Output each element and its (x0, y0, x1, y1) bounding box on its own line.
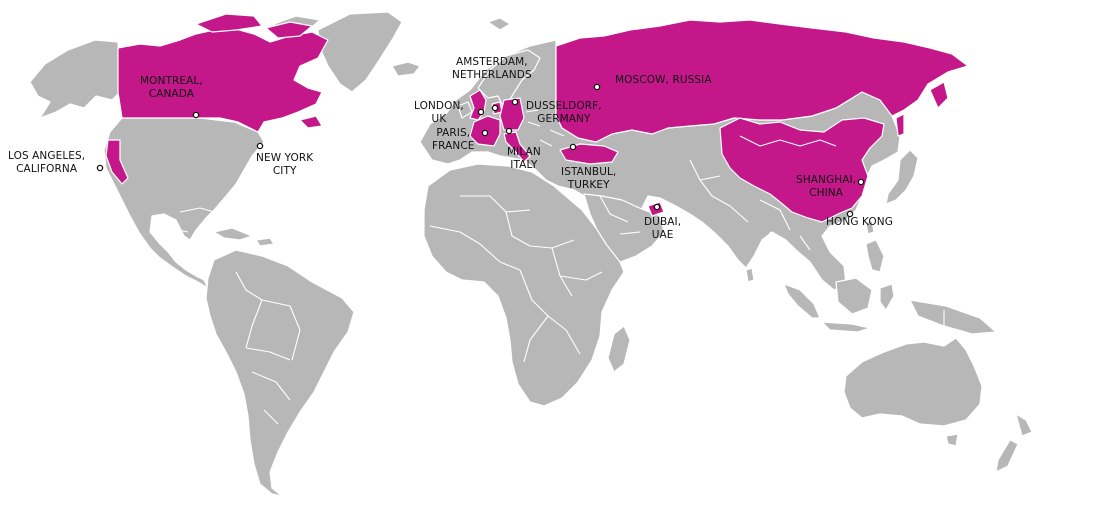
label-line: CITY (272, 165, 297, 177)
label-hong-kong: HONG KONG (826, 216, 893, 229)
marker-amsterdam (491, 104, 499, 112)
region-china (719, 117, 885, 223)
marker-dubai (653, 203, 661, 211)
marker-moscow (593, 83, 601, 91)
marker-montreal (192, 111, 200, 119)
label-line: DUSSELDORF, (526, 100, 602, 112)
label-line: FRANCE (432, 140, 475, 152)
land-new-guinea (909, 299, 997, 335)
region-italy (503, 131, 531, 163)
label-istanbul: ISTANBUL, TURKEY (561, 166, 616, 192)
label-montreal: MONTREAL, CANADA (140, 75, 203, 101)
marker-istanbul (569, 143, 577, 151)
label-paris: PARIS, FRANCE (432, 127, 475, 153)
land-iceland (391, 61, 421, 77)
land-africa (423, 163, 625, 407)
marker-los-angeles (96, 164, 104, 172)
marker-milan (505, 127, 513, 135)
label-line: HONG KONG (826, 216, 893, 228)
land-taiwan (865, 219, 875, 235)
label-new-york: NEW YORK CITY (256, 152, 313, 178)
marker-paris (481, 129, 489, 137)
land-new-zealand-north (1015, 413, 1033, 437)
label-line: CALIFORNA (16, 163, 78, 175)
border-layer (169, 109, 945, 425)
label-line: DUBAI, (644, 216, 682, 228)
land-hispaniola (255, 237, 275, 247)
label-london: LONDON, UK (414, 100, 464, 126)
label-line: ITALY (510, 159, 538, 171)
land-australia (843, 337, 983, 427)
land-cuba (213, 227, 253, 241)
highlight-layer (105, 13, 969, 223)
label-line: CANADA (148, 88, 195, 100)
region-canada-arctic-1 (195, 13, 263, 33)
label-line: AMSTERDAM, (455, 56, 528, 68)
label-los-angeles: LOS ANGELES, CALIFORNA (8, 150, 85, 176)
label-line: CHINA (809, 187, 844, 199)
region-canada-newfoundland (299, 115, 323, 129)
land-tasmania (945, 433, 959, 447)
label-dubai: DUBAI, UAE (644, 216, 681, 242)
land-sulawesi (879, 283, 895, 311)
land-japan (885, 149, 919, 205)
label-line: MOSCOW, RUSSIA (615, 74, 712, 86)
label-shanghai: SHANGHAI, CHINA (796, 174, 856, 200)
label-line: LOS ANGELES, (8, 150, 86, 162)
label-line: NEW YORK (256, 152, 314, 164)
land-sri-lanka (745, 267, 755, 283)
region-germany (499, 97, 525, 131)
region-russia (555, 19, 969, 143)
label-dusseldorf: DUSSELDORF, GERMANY (526, 100, 602, 126)
label-line: MILAN (507, 146, 541, 158)
label-line: NETHERLANDS (452, 69, 532, 81)
land-north-america (103, 117, 265, 289)
land-scandinavia (477, 49, 541, 109)
marker-layer (96, 83, 865, 218)
region-california (105, 139, 129, 185)
label-line: SHANGHAI, (796, 174, 857, 186)
land-java (821, 321, 871, 333)
land-layer (29, 11, 1033, 497)
marker-new-york (256, 142, 264, 150)
label-line: PARIS, (436, 127, 471, 139)
land-new-zealand-south (995, 439, 1019, 473)
land-south-america (205, 249, 355, 497)
land-sumatra (783, 283, 821, 319)
label-line: LONDON, (414, 100, 464, 112)
label-line: UAE (651, 229, 674, 241)
land-madagascar (607, 325, 631, 373)
label-moscow: MOSCOW, RUSSIA (615, 74, 712, 87)
land-alaska (29, 39, 121, 119)
label-line: TURKEY (567, 179, 610, 191)
region-russia-sakhalin (895, 113, 905, 137)
label-milan: MILAN ITALY (507, 146, 541, 172)
label-line: GERMANY (537, 113, 591, 125)
label-amsterdam: AMSTERDAM, NETHERLANDS (452, 56, 532, 82)
land-greenland (317, 11, 403, 93)
marker-london (477, 108, 485, 116)
land-philippines (865, 239, 885, 273)
label-line: ISTANBUL, (561, 166, 617, 178)
land-borneo (835, 277, 873, 315)
marker-hong-kong (846, 210, 854, 218)
label-line: UK (431, 113, 447, 125)
land-svalbard (487, 17, 511, 31)
region-russia-kamchatka (929, 81, 949, 109)
marker-shanghai (857, 178, 865, 186)
label-line: MONTREAL, (140, 75, 203, 87)
region-canada-arctic-2 (265, 21, 313, 39)
marker-dusseldorf (511, 98, 519, 106)
